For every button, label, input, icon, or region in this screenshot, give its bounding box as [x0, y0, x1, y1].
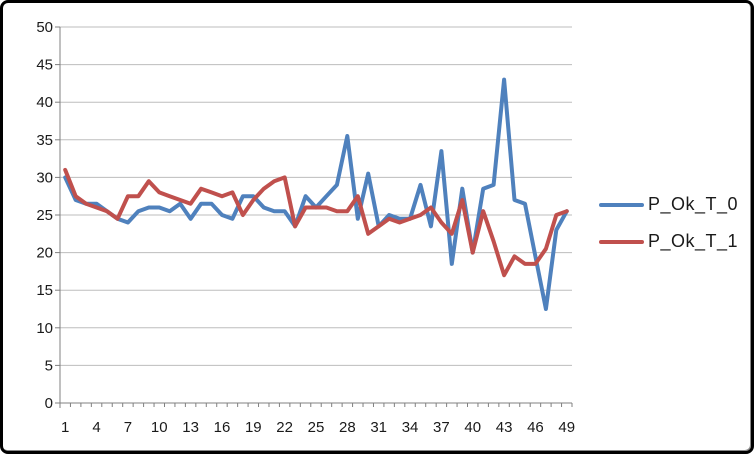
- y-axis-label: 20: [36, 245, 53, 262]
- x-axis-label: 16: [214, 419, 231, 436]
- x-axis-label: 10: [151, 419, 168, 436]
- legend-swatch-series-1: [599, 239, 644, 244]
- x-axis-labels: 1 4 7 10 13 16 19 22 25 28 31 34 37 40 43 46 49: [61, 419, 575, 436]
- legend-swatch-series-0: [599, 202, 644, 207]
- x-axis-label: 4: [92, 419, 100, 436]
- legend-label-series-0: P_Ok_T_0: [648, 194, 739, 214]
- y-axis-label: 15: [36, 282, 53, 299]
- x-axis-label: 22: [276, 419, 293, 436]
- legend-item-p-ok-t-1[interactable]: P_Ok_T_1: [599, 231, 738, 252]
- y-axis-label: 25: [36, 207, 53, 224]
- x-axis-label: 13: [182, 419, 199, 436]
- y-axis-label: 5: [45, 357, 53, 374]
- x-axis-label: 7: [124, 419, 132, 436]
- y-axis-label: 40: [36, 94, 53, 111]
- x-axis-label: 37: [433, 419, 450, 436]
- gridlines: [60, 26, 572, 404]
- x-axis-label: 46: [527, 419, 544, 436]
- x-axis-label: 34: [402, 419, 419, 436]
- y-axis-labels: 0 5 10 15 20 25 30 35 40 45 50: [36, 19, 53, 412]
- x-axis-label: 40: [464, 419, 481, 436]
- y-axis-label: 30: [36, 169, 53, 186]
- y-axis-label: 0: [45, 395, 53, 412]
- line-chart: 0 5 10 15 20 25 30 35 40 45 50 1 4 7 10 13 16 19 22 25 28 31 3…: [36, 19, 575, 436]
- y-axis-label: 50: [36, 19, 53, 36]
- legend: P_Ok_T_0 P_Ok_T_1: [599, 194, 738, 252]
- x-axis-label: 31: [370, 419, 387, 436]
- y-axis-label: 35: [36, 132, 53, 149]
- x-axis-label: 43: [496, 419, 513, 436]
- x-axis-label: 1: [61, 419, 69, 436]
- y-axis-ticks: [55, 26, 60, 404]
- x-axis-label: 19: [245, 419, 262, 436]
- x-axis-label: 25: [308, 419, 325, 436]
- y-axis-label: 45: [36, 57, 53, 74]
- x-axis-label: 49: [558, 419, 575, 436]
- series-line-p-ok-t-1: [63, 167, 569, 278]
- legend-label-series-1: P_Ok_T_1: [648, 231, 739, 251]
- y-axis-label: 10: [36, 320, 53, 337]
- legend-item-p-ok-t-0[interactable]: P_Ok_T_0: [599, 194, 738, 215]
- x-axis-label: 28: [339, 419, 356, 436]
- x-axis-ticks: [59, 403, 573, 407]
